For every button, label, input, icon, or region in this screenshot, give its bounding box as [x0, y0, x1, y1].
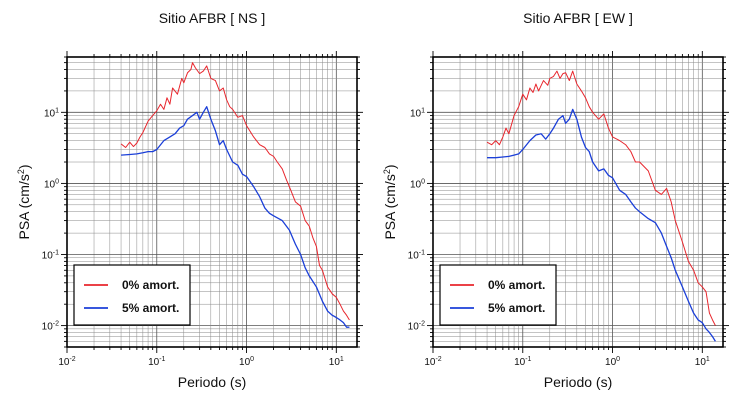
x-axis-label: Periodo (s): [178, 374, 246, 390]
series-line-blue: [121, 106, 350, 328]
x-tick-label: 101: [329, 356, 344, 368]
y-axis-label: PSA (cm/s2): [382, 164, 398, 239]
legend-label: 5% amort.: [488, 301, 545, 315]
x-tick-label: 10-1: [148, 356, 165, 368]
legend-box: [439, 264, 557, 326]
y-tick-label: 10-2: [408, 321, 425, 333]
x-tick-label: 10-2: [424, 356, 441, 368]
legend-box: [73, 264, 191, 326]
x-tick-label: 101: [695, 356, 710, 368]
y-axis-label: PSA (cm/s2): [16, 164, 32, 239]
plot-frame: [432, 56, 724, 348]
x-axis-label: Periodo (s): [544, 374, 612, 390]
series-line-red: [120, 62, 350, 321]
y-tick-label: 10-1: [42, 250, 59, 262]
y-tick-label: 10-2: [42, 321, 59, 333]
chart-panel-2: 10-2 10-1 100 101 10-2 10-1 100 101 Sitio AFBR […: [382, 10, 729, 390]
x-tick-label: 10-1: [514, 356, 531, 368]
series-line-red: [486, 70, 716, 326]
legend-label: 5% amort.: [122, 301, 179, 315]
y-tick-label: 101: [44, 107, 59, 119]
y-tick-label: 100: [44, 178, 59, 190]
x-tick-label: 10-2: [58, 356, 75, 368]
legend-label: 0% amort.: [488, 278, 545, 292]
series-line-blue: [487, 108, 716, 342]
chart-title: Sitio AFBR [ EW ]: [523, 10, 633, 26]
axis-ticks: [61, 51, 363, 353]
plot-frame: [66, 56, 358, 348]
legend-label: 0% amort.: [122, 278, 179, 292]
chart-panel-1: 10-2 10-1 100 101 10-2 10-1 100 101 Sitio AFBR […: [16, 10, 363, 390]
y-tick-label: 101: [410, 107, 425, 119]
y-tick-label: 10-1: [408, 250, 425, 262]
y-tick-label: 100: [410, 178, 425, 190]
chart-title: Sitio AFBR [ NS ]: [159, 10, 266, 26]
legend: 0% amort. 5% amort.: [439, 264, 557, 326]
legend: 0% amort. 5% amort.: [73, 264, 191, 326]
x-tick-label: 100: [605, 356, 620, 368]
axis-ticks: [427, 51, 729, 353]
x-tick-label: 100: [239, 356, 254, 368]
